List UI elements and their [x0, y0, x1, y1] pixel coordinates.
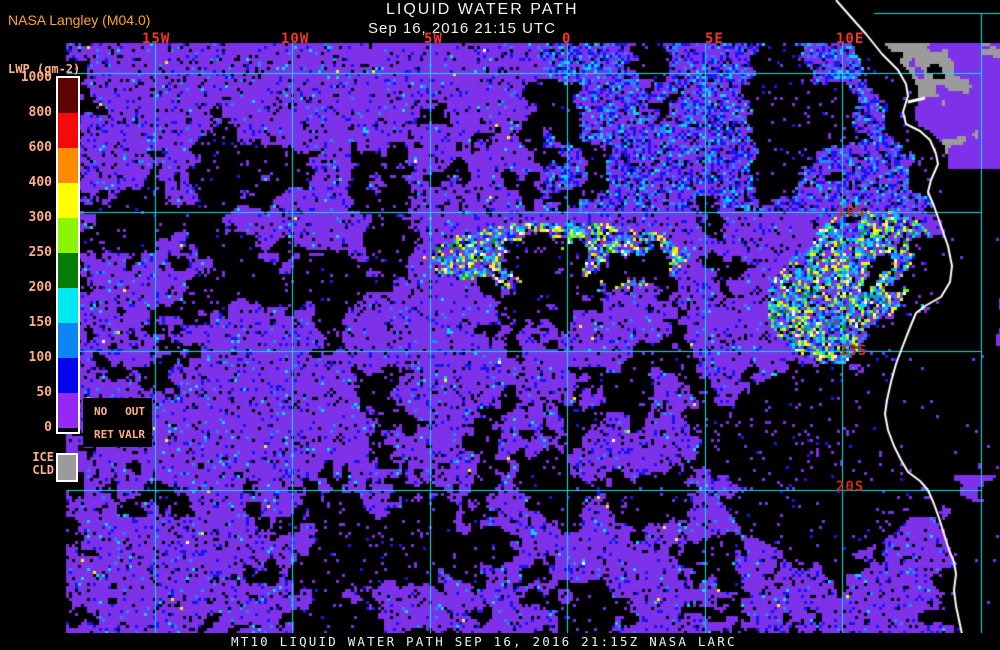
colorbar-segment: [58, 393, 78, 428]
colorbar-tick-label: 1000: [20, 70, 52, 85]
colorbar-units-label: LWP (gm-2): [8, 62, 81, 76]
colorbar-tick-label: 150: [28, 315, 52, 330]
footer-bar: MT10 LIQUID WATER PATH SEP 16, 2016 21:1…: [0, 633, 1000, 650]
lat-label-10s: 10S: [837, 204, 866, 220]
colorbar-segment: [58, 288, 78, 323]
retrieval-legend: NO OUT RET VALR: [83, 398, 152, 447]
datetime-label: Sep 16, 2016 21:15 UTC: [368, 20, 556, 37]
colorbar-tick-label: 600: [28, 140, 52, 155]
lon-label-15w: 15W: [142, 31, 171, 47]
ice-cloud-label: ICE CLD: [32, 450, 54, 477]
colorbar-segment: [58, 358, 78, 393]
colorbar-segment: [58, 323, 78, 358]
legend-ret: RET: [94, 428, 114, 441]
colorbar-segment: [58, 218, 78, 253]
lon-label-10w: 10W: [281, 31, 310, 47]
colorbar-segment: [58, 253, 78, 288]
lat-label-15s: 15S: [839, 343, 868, 359]
lon-label-10e: 10E: [836, 31, 865, 47]
footer-text: MT10 LIQUID WATER PATH SEP 16, 2016 21:1…: [231, 634, 737, 649]
colorbar: [56, 76, 80, 434]
legend-no: NO: [94, 405, 108, 418]
colorbar-tick-label: 200: [28, 280, 52, 295]
colorbar-segment: [58, 113, 78, 148]
credit-label: NASA Langley (M04.0): [8, 12, 151, 28]
lon-label-5w: 5W: [424, 31, 443, 47]
colorbar-tick-label: 300: [28, 210, 52, 225]
colorbar-tick-label: 100: [28, 350, 52, 365]
legend-out: OUT: [125, 405, 145, 418]
lon-label-5e: 5E: [705, 31, 724, 47]
colorbar-tick-label: 400: [28, 175, 52, 190]
lon-label-0: 0: [562, 31, 572, 47]
legend-valr: VALR: [118, 428, 146, 441]
colorbar-tick-label: 800: [28, 105, 52, 120]
lat-label-20s: 20S: [836, 479, 865, 495]
page-title: LIQUID WATER PATH: [386, 1, 579, 18]
colorbar-segment: [58, 78, 78, 113]
colorbar-tick-label: 0: [44, 420, 52, 435]
colorbar-segment: [58, 148, 78, 183]
colorbar-tick-label: 50: [36, 385, 52, 400]
ice-cloud-swatch: [56, 453, 78, 482]
colorbar-tick-label: 250: [28, 245, 52, 260]
colorbar-segment: [58, 183, 78, 218]
